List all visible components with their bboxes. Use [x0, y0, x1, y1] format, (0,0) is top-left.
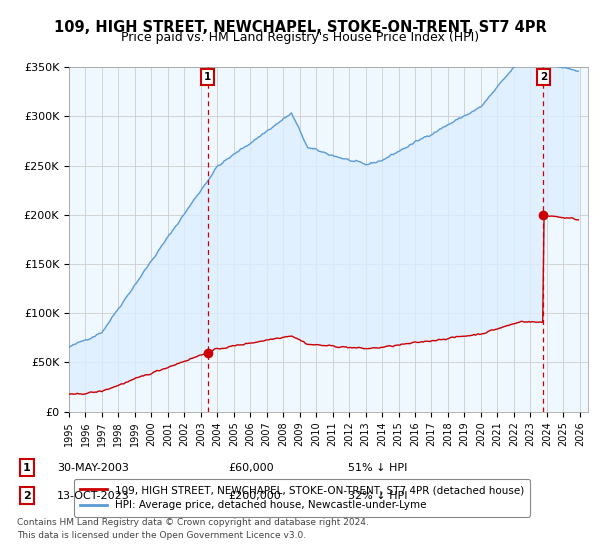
Text: 1: 1	[204, 72, 211, 82]
Text: 32% ↓ HPI: 32% ↓ HPI	[348, 491, 407, 501]
Text: £60,000: £60,000	[228, 463, 274, 473]
Legend: 109, HIGH STREET, NEWCHAPEL, STOKE-ON-TRENT, ST7 4PR (detached house), HPI: Aver: 109, HIGH STREET, NEWCHAPEL, STOKE-ON-TR…	[74, 479, 530, 516]
Text: This data is licensed under the Open Government Licence v3.0.: This data is licensed under the Open Gov…	[17, 531, 306, 540]
Text: 30-MAY-2003: 30-MAY-2003	[57, 463, 129, 473]
Text: Contains HM Land Registry data © Crown copyright and database right 2024.: Contains HM Land Registry data © Crown c…	[17, 517, 368, 527]
Text: 13-OCT-2023: 13-OCT-2023	[57, 491, 130, 501]
Text: 2: 2	[540, 72, 547, 82]
Text: 109, HIGH STREET, NEWCHAPEL, STOKE-ON-TRENT, ST7 4PR: 109, HIGH STREET, NEWCHAPEL, STOKE-ON-TR…	[53, 20, 547, 35]
Text: 2: 2	[23, 491, 31, 501]
Text: 1: 1	[23, 463, 31, 473]
Text: Price paid vs. HM Land Registry's House Price Index (HPI): Price paid vs. HM Land Registry's House …	[121, 31, 479, 44]
Text: £200,000: £200,000	[228, 491, 281, 501]
Text: 51% ↓ HPI: 51% ↓ HPI	[348, 463, 407, 473]
